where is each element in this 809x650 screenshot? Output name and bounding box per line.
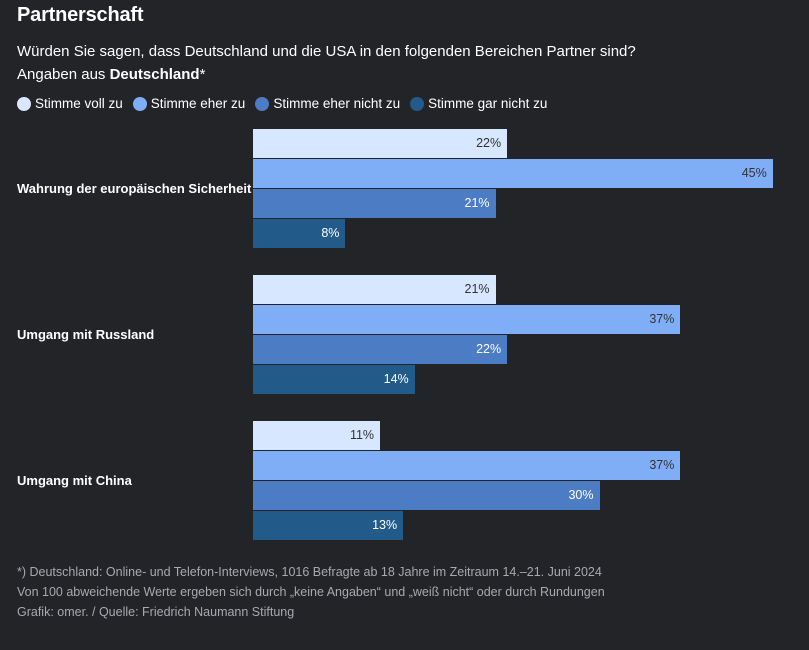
bar-value-label: 30% xyxy=(568,488,594,502)
bar-value-label: 21% xyxy=(464,196,490,210)
subtitle-footnote-mark: * xyxy=(199,66,206,83)
legend-label: Stimme eher zu xyxy=(150,96,246,111)
bar-value-label: 22% xyxy=(476,136,502,150)
bar xyxy=(253,421,381,450)
category-label: Umgang mit China xyxy=(17,472,132,488)
footer-note-source: Grafik: omer. / Quelle: Friedrich Nauman… xyxy=(17,605,295,619)
subtitle-source-region: Angaben aus Deutschland* xyxy=(17,63,636,86)
chart-footer: *) Deutschland: Online- und Telefon-Inte… xyxy=(17,562,605,622)
bar xyxy=(253,159,773,188)
bar xyxy=(253,189,496,218)
bar xyxy=(253,129,508,158)
chart-subtitle: Würden Sie sagen, dass Deutschland und d… xyxy=(17,40,636,86)
bar xyxy=(253,335,508,364)
bar-value-label: 8% xyxy=(321,226,340,240)
legend-label: Stimme eher nicht zu xyxy=(273,96,401,111)
category-label: Wahrung der europäischen Sicherheit xyxy=(17,180,252,196)
bar-value-label: 14% xyxy=(383,372,409,386)
bar xyxy=(253,511,404,540)
legend-swatch xyxy=(410,96,425,111)
bar xyxy=(253,275,496,304)
legend-swatch xyxy=(132,96,147,111)
legend-swatch xyxy=(255,96,270,111)
bar-value-label: 11% xyxy=(349,428,375,442)
bar xyxy=(253,219,346,248)
bar xyxy=(253,451,681,480)
bar-value-label: 21% xyxy=(464,282,490,296)
bar-value-label: 37% xyxy=(649,458,675,472)
bar-value-label: 45% xyxy=(741,166,767,180)
footer-note-method: *) Deutschland: Online- und Telefon-Inte… xyxy=(17,565,602,579)
bar-value-label: 13% xyxy=(372,518,398,532)
chart-title: Partnerschaft xyxy=(17,4,144,26)
bar-value-label: 37% xyxy=(649,312,675,326)
bar-value-label: 22% xyxy=(476,342,502,356)
legend-label: Stimme gar nicht zu xyxy=(428,96,548,111)
legend-item: Stimme voll zu xyxy=(17,96,123,111)
subtitle-prefix: Angaben aus xyxy=(17,66,110,83)
subtitle-country: Deutschland xyxy=(109,66,200,83)
chart-legend: Stimme voll zu Stimme eher zu Stimme eher … xyxy=(17,96,557,111)
bar xyxy=(253,481,600,510)
subtitle-question: Würden Sie sagen, dass Deutschland und d… xyxy=(17,43,636,60)
legend-item: Stimme gar nicht zu xyxy=(410,96,547,111)
footer-note-rounding: Von 100 abweichende Werte ergeben sich d… xyxy=(17,585,605,599)
legend-item: Stimme eher nicht zu xyxy=(255,96,400,111)
category-label: Umgang mit Russland xyxy=(17,326,155,342)
legend-swatch xyxy=(17,96,31,111)
bar xyxy=(253,305,681,334)
legend-item: Stimme eher zu xyxy=(132,96,246,111)
bar xyxy=(253,365,415,394)
legend-label: Stimme voll zu xyxy=(35,96,123,111)
